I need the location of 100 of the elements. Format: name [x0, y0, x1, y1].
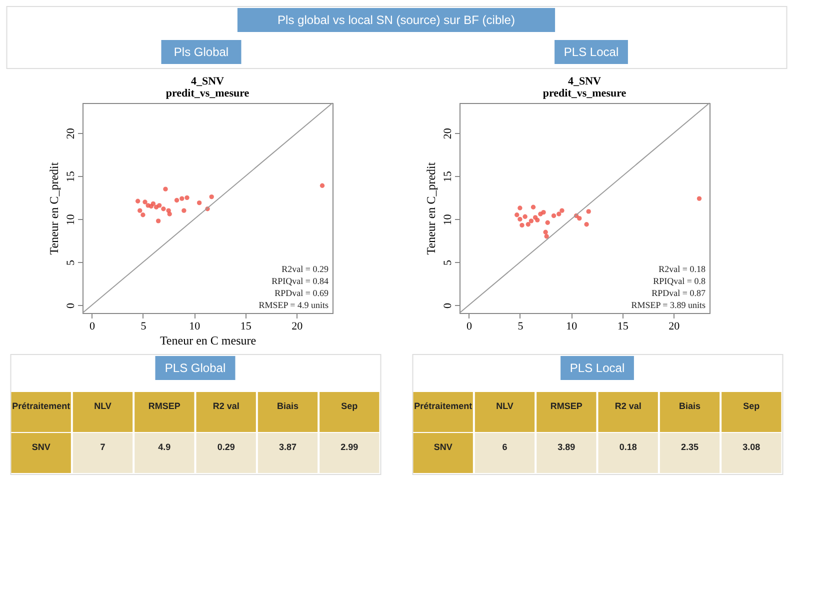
x-tick-label: 10 [566, 320, 578, 332]
text: PLS Global [164, 361, 226, 375]
text: PLS Local [570, 361, 625, 375]
annotation: RMSEP = 4.9 units [258, 300, 329, 310]
point [161, 206, 166, 212]
point [142, 200, 148, 204]
point [135, 198, 140, 204]
point [138, 208, 142, 213]
text: PLS Local [564, 45, 619, 59]
point [526, 222, 530, 227]
chart-subtitle: predit_vs_mesure [542, 88, 626, 100]
text: 0.29 [217, 442, 235, 452]
point [584, 222, 589, 227]
y-tick-label: 5 [442, 259, 454, 266]
text: Sep [341, 401, 358, 411]
text: Prétraitement [12, 401, 70, 411]
text: 3.89 [558, 442, 576, 452]
text: Sep [743, 401, 760, 411]
point [209, 194, 214, 200]
annotation: R2val = 0.18 [658, 264, 706, 274]
y-tick-label: 0 [442, 302, 454, 309]
text: 3.08 [742, 442, 760, 452]
x-tick-label: 5 [518, 320, 524, 332]
point [518, 216, 522, 222]
y-axis-title: Teneur en C_predit [424, 162, 438, 255]
point [518, 206, 522, 210]
text: RMSEP [550, 401, 582, 411]
point [586, 209, 591, 214]
point [556, 212, 562, 216]
text: R2 val [614, 401, 642, 411]
point [180, 196, 184, 201]
point [514, 212, 520, 218]
text: 2.35 [680, 442, 699, 452]
annotation: RPIQval = 0.8 [653, 276, 706, 286]
y-tick-label: 5 [65, 259, 77, 266]
x-tick-label: 15 [240, 320, 252, 332]
text: RMSEP [148, 401, 180, 411]
annotation: RPDval = 0.87 [652, 288, 706, 298]
point [184, 195, 190, 200]
y-tick-label: 15 [65, 170, 77, 182]
point [157, 203, 162, 208]
text: 4.9 [158, 442, 171, 452]
y-tick-label: 20 [65, 128, 77, 140]
x-axis-title: Teneur en C mesure [160, 334, 256, 348]
x-tick-label: 0 [89, 320, 96, 332]
text: 3.87 [278, 442, 297, 452]
point [182, 208, 186, 213]
annotation: R2val = 0.29 [282, 264, 329, 274]
y-tick-label: 0 [65, 302, 77, 309]
text: Pls global vs local SN (source) sur BF (cible) [278, 13, 515, 27]
text: SNV [32, 442, 50, 452]
point [535, 218, 540, 222]
point [560, 208, 564, 213]
text: 7 [100, 442, 106, 452]
x-tick-label: 0 [466, 320, 472, 332]
point [167, 212, 172, 216]
y-tick-label: 15 [442, 170, 454, 182]
text: 0.18 [619, 442, 637, 452]
point [577, 216, 582, 221]
chart-title: 4_SNV [568, 76, 602, 88]
text: 6 [502, 442, 508, 452]
text: NLV [94, 401, 112, 411]
annotation: RPDval = 0.69 [274, 288, 329, 298]
text: Pls Global [174, 45, 229, 59]
point [551, 213, 556, 218]
x-tick-label: 10 [189, 320, 201, 332]
x-tick-label: 20 [292, 320, 304, 332]
annotation: RMSEP = 3.89 units [631, 300, 706, 310]
x-tick-label: 15 [617, 320, 629, 332]
point [543, 230, 548, 234]
point [163, 186, 168, 192]
chart-subtitle: predit_vs_mesure [166, 88, 250, 100]
x-tick-label: 5 [140, 320, 147, 332]
point [140, 212, 146, 218]
chart-title: 4_SNV [190, 76, 224, 88]
point [150, 201, 156, 206]
point [196, 200, 202, 206]
text: Biais [678, 401, 701, 411]
point [520, 222, 524, 228]
x-tick-label: 20 [668, 320, 680, 332]
text: SNV [434, 442, 452, 452]
point [544, 234, 549, 239]
y-tick-label: 20 [442, 128, 454, 140]
point [156, 218, 161, 224]
y-axis-title: Teneur en C_predit [47, 162, 61, 255]
y-tick-label: 10 [65, 214, 77, 226]
text: NLV [496, 401, 514, 411]
point [545, 220, 550, 225]
point [530, 204, 536, 210]
y-tick-label: 10 [442, 214, 454, 226]
point [541, 210, 546, 215]
annotation: RPIQval = 0.84 [272, 276, 329, 286]
text: 2.99 [340, 442, 358, 452]
text: R2 val [212, 401, 240, 411]
text: Prétraitement [414, 401, 472, 411]
point [320, 183, 325, 188]
point [174, 198, 180, 203]
text: Biais [276, 401, 299, 411]
point [522, 214, 528, 219]
point [696, 196, 702, 201]
